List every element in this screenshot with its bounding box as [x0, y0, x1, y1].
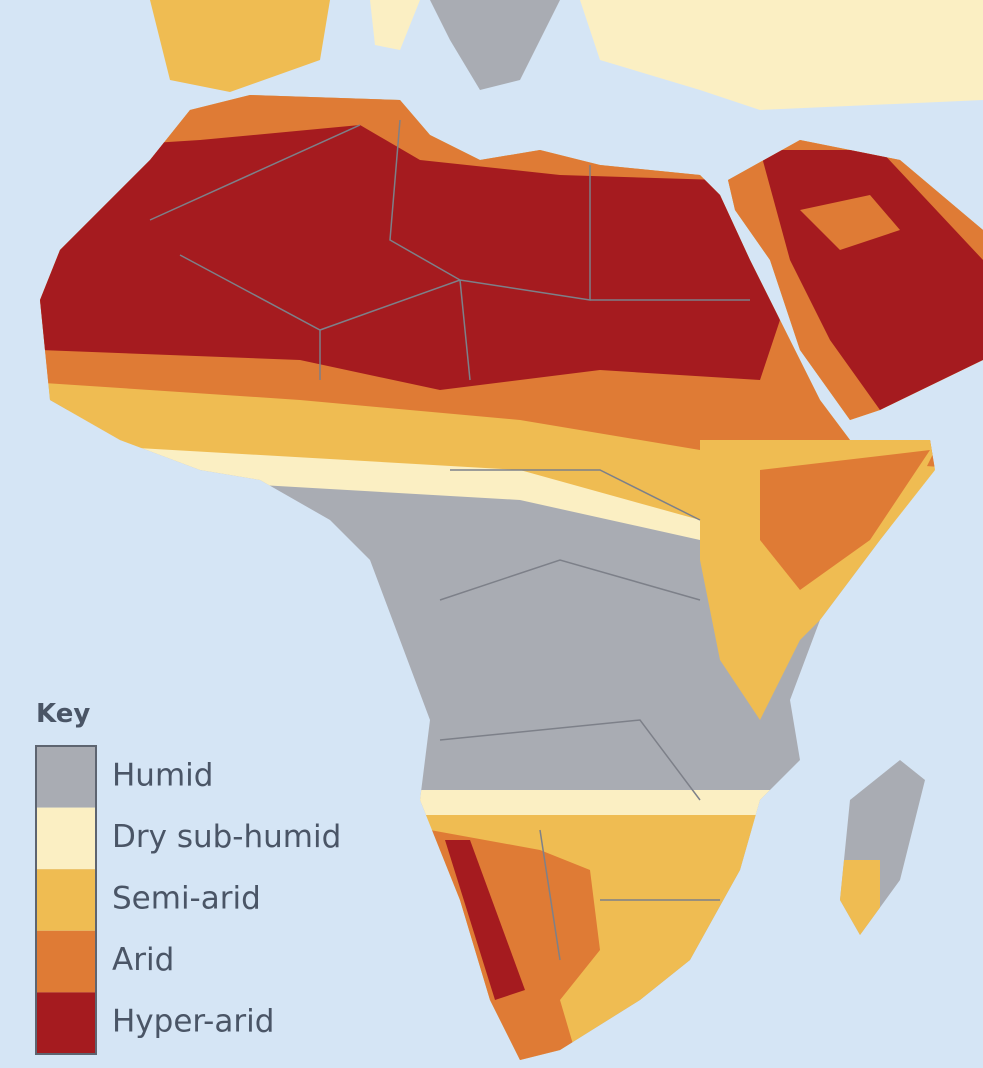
zone-hyper-arid-namib: [445, 840, 525, 1000]
iberia: [150, 0, 330, 92]
legend-label: Dry sub-humid: [112, 819, 341, 855]
legend: Humid Dry sub-humid Semi-arid Arid Hyper-ari…: [35, 745, 341, 1055]
borders: [149, 119, 750, 961]
zone-arid-arabia: [800, 195, 900, 250]
legend-label: Semi-arid: [112, 881, 261, 917]
legend-frame: [35, 745, 97, 1055]
zone-hyper-arid-sahara: [40, 125, 780, 390]
anatolia: [580, 0, 983, 110]
legend-label: Humid: [112, 757, 213, 793]
legend-swatch: [36, 746, 96, 808]
legend-swatch: [36, 807, 96, 870]
legend-title: Key: [36, 699, 90, 729]
balkans: [430, 0, 560, 90]
legend-swatch: [36, 992, 96, 1054]
legend-swatch: [36, 869, 96, 931]
legend-label: Arid: [112, 942, 174, 978]
italy: [370, 0, 420, 50]
zone-arid-horn: [760, 450, 930, 590]
legend-label: Hyper-arid: [112, 1004, 274, 1040]
legend-swatch: [36, 930, 96, 993]
